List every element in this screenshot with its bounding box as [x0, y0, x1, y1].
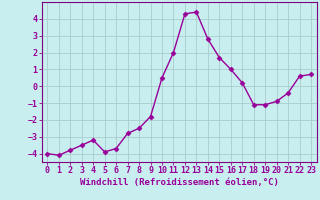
- X-axis label: Windchill (Refroidissement éolien,°C): Windchill (Refroidissement éolien,°C): [80, 178, 279, 187]
